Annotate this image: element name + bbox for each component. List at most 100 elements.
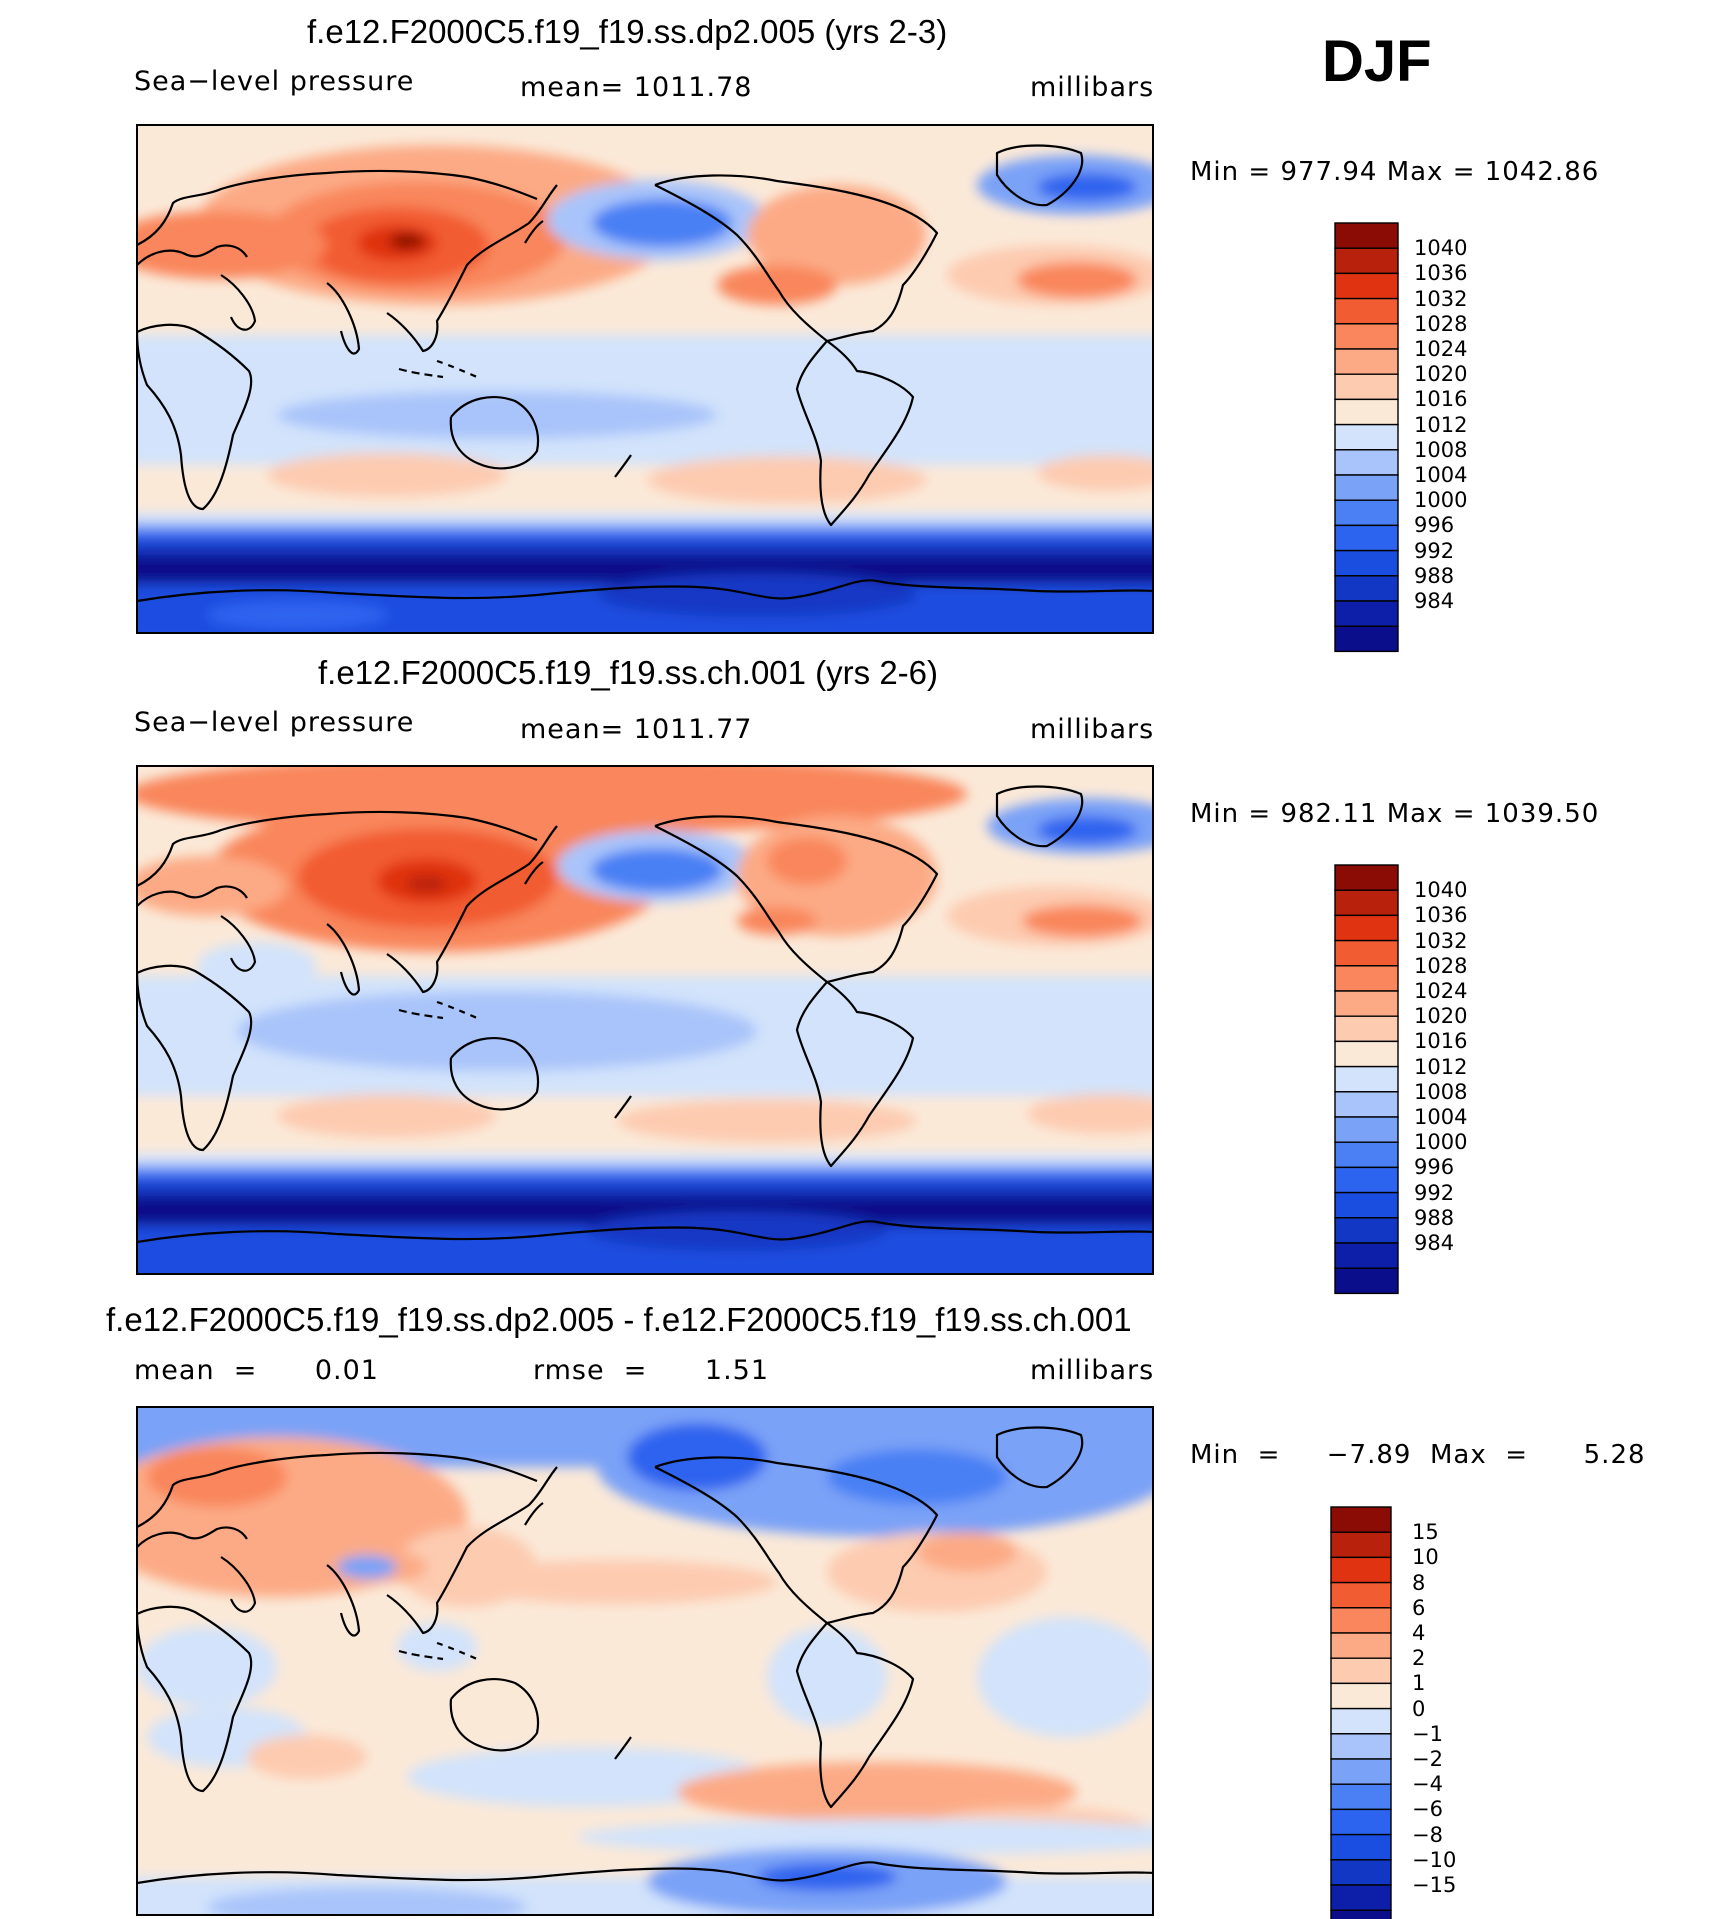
panel-1-minmax: Min = 977.94 Max = 1042.86 [1190, 157, 1600, 187]
colorbar-1-tick-label: 984 [1414, 589, 1455, 613]
colorbar-3-tick-label: −1 [1412, 1721, 1443, 1746]
colorbar-3-box-7 [1330, 1657, 1392, 1685]
colorbar-1-box-4 [1334, 297, 1399, 325]
colorbar-3-box-16 [1330, 1884, 1392, 1911]
colorbar-2-tick-label: 1000 [1414, 1130, 1468, 1155]
colorbar-1-box-5 [1334, 323, 1399, 350]
colorbar-3-box-11 [1330, 1758, 1392, 1785]
colorbar-2-box-5 [1334, 965, 1399, 992]
colorbar-2-box-15 [1334, 1217, 1399, 1244]
colorbar-1-box-8 [1334, 398, 1399, 426]
panel-2-title: f.e12.F2000C5.f19_f19.ss.ch.001 (yrs 2-6… [318, 654, 939, 691]
colorbar-1-box-12 [1334, 499, 1399, 527]
colorbar-3-box-3 [1330, 1556, 1392, 1584]
colorbar-2-tick-label: 992 [1414, 1180, 1455, 1205]
panel-1-title: f.e12.F2000C5.f19_f19.ss.dp2.005 (yrs 2-… [307, 13, 948, 50]
panel-1-frame [136, 124, 1154, 634]
colorbar-3-tick-label: 8 [1412, 1570, 1426, 1595]
colorbar-3-tick-label: 6 [1412, 1595, 1426, 1620]
panel-3-colorbar [1330, 1506, 1392, 1919]
colorbar-1-tick-label: 996 [1414, 513, 1455, 538]
colorbar-1-box-7 [1334, 373, 1399, 401]
colorbar-1-tick-label: 1000 [1414, 488, 1468, 513]
colorbar-3-tick-label: 15 [1412, 1520, 1439, 1545]
colorbar-2-box-10 [1334, 1091, 1399, 1118]
panel-3-map [137, 1407, 1153, 1915]
colorbar-2-tick-label: 1040 [1414, 878, 1468, 903]
panel-3-frame [136, 1406, 1154, 1916]
colorbar-1-tick-label: 1008 [1414, 437, 1468, 462]
colorbar-2-tick-label: 1032 [1414, 928, 1468, 953]
colorbar-1-box-16 [1334, 600, 1399, 627]
colorbar-3-box-15 [1330, 1859, 1392, 1886]
colorbar-1-box-2 [1334, 247, 1399, 275]
colorbar-2-box-16 [1334, 1242, 1399, 1269]
colorbar-2-box-13 [1334, 1166, 1399, 1194]
season-label: DJF [1322, 29, 1432, 94]
colorbar-2-tick-label: 1004 [1414, 1105, 1468, 1129]
colorbar-1-tick-label: 1028 [1414, 311, 1468, 336]
colorbar-2-box-11 [1334, 1116, 1399, 1143]
colorbar-3-box-10 [1330, 1733, 1392, 1760]
colorbar-2-box-1 [1334, 864, 1399, 891]
panel-1-left-label: Sea−level pressure [134, 66, 415, 97]
panel-2-minmax: Min = 982.11 Max = 1039.50 [1190, 799, 1600, 829]
panel-1-map [137, 125, 1153, 633]
colorbar-2-tick-label: 1028 [1414, 953, 1468, 978]
colorbar-3-box-9 [1330, 1707, 1392, 1735]
panel-2-map [137, 766, 1153, 1274]
colorbar-3-tick-label: 1 [1412, 1671, 1426, 1696]
colorbar-1-tick-label: 1004 [1414, 463, 1468, 487]
colorbar-2-tick-label: 988 [1414, 1205, 1455, 1230]
colorbar-2-box-9 [1334, 1065, 1399, 1093]
colorbar-1-tick-label: 1040 [1414, 236, 1468, 261]
colorbar-1-box-1 [1334, 222, 1399, 249]
colorbar-2-tick-label: 984 [1414, 1231, 1455, 1255]
panel-3-center-label: rmse = 1.51 [533, 1355, 770, 1386]
colorbar-2-box-4 [1334, 939, 1399, 967]
colorbar-3-tick-label: −15 [1412, 1873, 1457, 1897]
colorbar-1-box-11 [1334, 474, 1399, 501]
colorbar-2-box-17 [1334, 1267, 1399, 1295]
colorbar-1-box-14 [1334, 549, 1399, 577]
colorbar-3-box-4 [1330, 1581, 1392, 1609]
colorbar-2-box-3 [1334, 914, 1399, 942]
colorbar-2-tick-label: 1036 [1414, 903, 1468, 928]
colorbar-1-box-3 [1334, 272, 1399, 300]
colorbar-3-box-5 [1330, 1607, 1392, 1634]
panel-2-colorbar [1334, 864, 1399, 1295]
colorbar-1-tick-label: 1016 [1414, 387, 1468, 412]
colorbar-2-box-6 [1334, 990, 1399, 1017]
colorbar-3-box-12 [1330, 1783, 1392, 1811]
colorbar-1-box-15 [1334, 575, 1399, 602]
colorbar-3-tick-label: 0 [1412, 1696, 1426, 1721]
colorbar-3-box-6 [1330, 1632, 1392, 1659]
colorbar-1-tick-label: 1032 [1414, 286, 1468, 311]
colorbar-2-tick-label: 1012 [1414, 1054, 1468, 1079]
colorbar-2-box-2 [1334, 889, 1399, 917]
colorbar-3-tick-label: 2 [1412, 1646, 1426, 1671]
colorbar-2-box-7 [1334, 1015, 1399, 1043]
colorbar-3-tick-label: −4 [1412, 1772, 1443, 1797]
colorbar-3-tick-label: −6 [1412, 1797, 1443, 1822]
colorbar-1-tick-label: 992 [1414, 538, 1455, 563]
colorbar-1-tick-label: 988 [1414, 563, 1455, 588]
colorbar-3-box-17 [1330, 1909, 1392, 1919]
colorbar-1-tick-label: 1020 [1414, 362, 1468, 387]
panel-1-colorbar [1334, 222, 1399, 653]
colorbar-3-tick-label: 4 [1412, 1621, 1426, 1645]
panel-1-units: millibars [1030, 72, 1155, 103]
colorbar-2-tick-label: 1008 [1414, 1079, 1468, 1104]
colorbar-1-box-13 [1334, 524, 1399, 552]
colorbar-2-tick-label: 1020 [1414, 1004, 1468, 1029]
panel-2-center-label: mean= 1011.77 [520, 714, 753, 745]
colorbar-1-tick-label: 1024 [1414, 337, 1468, 361]
panel-2-units: millibars [1030, 714, 1155, 745]
colorbar-3-box-14 [1330, 1833, 1392, 1861]
colorbar-1-tick-label: 1036 [1414, 261, 1468, 286]
panel-2-left-label: Sea−level pressure [134, 707, 415, 738]
colorbar-1-tick-label: 1012 [1414, 412, 1468, 437]
panel-3-left-label: mean = 0.01 [134, 1355, 379, 1386]
colorbar-2-tick-label: 1016 [1414, 1029, 1468, 1054]
